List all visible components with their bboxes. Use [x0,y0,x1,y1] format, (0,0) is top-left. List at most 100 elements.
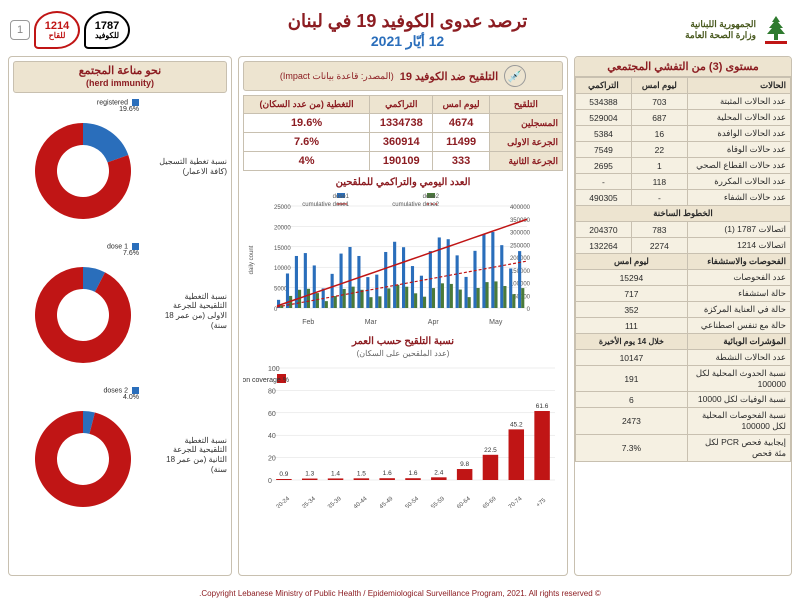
svg-text:0.9: 0.9 [279,471,288,478]
svg-text:20000: 20000 [274,225,291,231]
svg-text:20: 20 [268,456,276,463]
svg-text:2.4: 2.4 [434,469,443,476]
svg-text:75+: 75+ [536,497,548,508]
table-row: عدد حالات الوفاة227549 [576,142,791,158]
donut-legend: 1 dose7.6% [107,243,139,257]
syringe-icon: 💉 [504,65,526,87]
svg-text:60-64: 60-64 [456,496,472,508]
vaccination-panel: 💉 التلقيح ضد الكوفيد 19 (المصدر: قاعدة ب… [238,56,568,576]
hotline-covid: 1787 للكوفيد [84,11,130,49]
gov-block: الجمهورية اللبنانية وزارة الصحة العامة [685,14,790,46]
page-number: 1 [10,20,30,40]
donut-row: نسبة التغطية التلقيحية للجرعة الثانية (م… [13,385,227,525]
table-row: عدد حالات القطاع الصحي12695 [576,158,791,174]
svg-text:1.6: 1.6 [383,470,392,477]
svg-text:40: 40 [268,433,276,440]
page-date: 12 أيّار 2021 [130,33,685,50]
svg-text:9.8: 9.8 [460,461,469,468]
svg-text:40-44: 40-44 [353,496,369,508]
svg-text:25-34: 25-34 [301,496,317,508]
donut-chart: 1 dose7.6% [13,241,153,381]
table-row: عدد الحالات الوافدة165384 [576,126,791,142]
svg-text:20-24: 20-24 [275,496,291,508]
svg-text:45-49: 45-49 [379,496,395,508]
stats-title: مستوى (3) من التفشي المجتمعي [575,57,791,77]
table-row: عدد الحالات المثبتة703534388 [576,94,791,110]
table-row: حالة استشفاء717 [576,286,791,302]
svg-text:61.6: 61.6 [536,403,549,410]
svg-text:100: 100 [268,366,280,373]
table-row: عدد الحالات المكررة118- [576,174,791,190]
daily-cumulative-chart: العدد اليومي والتراكمي للملقحين 05000100… [243,177,563,330]
svg-text:dose1: dose1 [333,194,350,200]
table-row: عدد حالات الشفاء-490305 [576,190,791,206]
table-row: حالة مع تنفس اصطناعي111 [576,318,791,334]
footer-copyright: © Copyright Lebanese Ministry of Public … [0,589,800,598]
age-chart: نسبة التلقيح حسب العمر (عدد الملقحين على… [243,336,563,508]
donut-legend: registered19.6% [97,99,139,113]
svg-text:55-59: 55-59 [430,496,446,508]
svg-text:50-54: 50-54 [405,496,421,508]
svg-text:70-74: 70-74 [508,496,524,508]
stats-panel: مستوى (3) من التفشي المجتمعي الحالات ليو… [574,56,792,576]
svg-text:10000: 10000 [274,266,291,272]
gov-line1: الجمهورية اللبنانية [685,19,756,30]
svg-text:1.4: 1.4 [331,470,340,477]
cedar-logo-icon [762,14,790,46]
daily-chart-svg: 0500010000150002000025000050000100000150… [243,190,563,330]
donut-chart: registered19.6% [13,97,153,237]
svg-text:35-39: 35-39 [327,496,343,508]
svg-text:Mar: Mar [365,319,378,326]
svg-text:25000: 25000 [274,205,291,211]
svg-text:0: 0 [268,478,272,485]
herd-title: نحو مناعة المجتمع (herd immunity) [13,61,227,93]
svg-text:dose2: dose2 [423,194,440,200]
svg-text:0: 0 [527,307,531,313]
gov-line2: وزارة الصحة العامة [685,30,756,41]
herd-panel: نحو مناعة المجتمع (herd immunity) نسبة ت… [8,56,232,576]
age-chart-svg: 0 20 40 60 80 100 0.9 20-24 1.3 25-34 1.4 35-39 1.5 4… [243,358,563,508]
donut-row: نسبة التغطية التلقيحية للجرعة الاولى (من… [13,241,227,381]
svg-text:1.3: 1.3 [305,471,314,478]
table-row: عدد الفحوصات15294 [576,270,791,286]
donut-label: نسبة التغطية التلقيحية للجرعة الثانية (م… [157,436,227,474]
table-row: إيجابية فحص PCR لكل مئة فحص7.3% [576,435,791,462]
svg-text:15000: 15000 [274,246,291,252]
table-row: اتصالات 12142274132264 [576,238,791,254]
svg-text:cumulative dose2: cumulative dose2 [392,202,439,208]
svg-text:22.5: 22.5 [484,447,497,454]
vax-head: 💉 التلقيح ضد الكوفيد 19 (المصدر: قاعدة ب… [243,61,563,91]
svg-text:1.5: 1.5 [357,470,366,477]
table-row: اتصالات 1787 (1)783204370 [576,222,791,238]
svg-text:60: 60 [268,411,276,418]
svg-text:Apr: Apr [428,319,440,326]
svg-text:80: 80 [268,388,276,395]
svg-text:May: May [489,319,503,326]
svg-text:daily count: daily count [249,245,255,274]
svg-text:45.2: 45.2 [510,421,523,428]
table-row: نسبة الحدوث المحلية لكل 100000191 [576,366,791,392]
table-row: الجرعة الاولى114993609147.6% [244,133,563,152]
stats-table-cases: الحالات ليوم امس التراكمي عدد الحالات ال… [575,77,791,462]
table-row: عدد الحالات النشطة10147 [576,350,791,366]
svg-text:400000: 400000 [510,205,531,211]
svg-text:cumulative dose1: cumulative dose1 [302,202,349,208]
svg-text:1.6: 1.6 [408,470,417,477]
donut-list: نسبة تغطية التسجيل (كافة الاعمار) regist… [13,97,227,525]
hotline-vaccine: 1214 للقاح [34,11,80,49]
donut-label: نسبة التغطية التلقيحية للجرعة الاولى (من… [157,292,227,330]
donut-row: نسبة تغطية التسجيل (كافة الاعمار) regist… [13,97,227,237]
content: مستوى (3) من التفشي المجتمعي الحالات ليو… [0,56,800,576]
donut-label: نسبة تغطية التسجيل (كافة الاعمار) [157,157,227,176]
table-row: الجرعة الثانية3331901094% [244,152,563,171]
table-row: المسجلين4674133473819.6% [244,114,563,133]
svg-text:250000: 250000 [510,243,531,249]
svg-text:350000: 350000 [510,218,531,224]
donut-legend: 2 doses4.0% [104,387,140,401]
svg-text:5000: 5000 [274,287,288,293]
svg-text:300000: 300000 [510,231,531,237]
svg-text:65-69: 65-69 [482,496,498,508]
table-row: نسبة الفحوصات المحلية لكل 1000002473 [576,408,791,435]
table-row: حالة في العناية المركزة352 [576,302,791,318]
title-block: ترصد عدوى الكوفيد 19 في لبنان 12 أيّار 2… [130,11,685,50]
